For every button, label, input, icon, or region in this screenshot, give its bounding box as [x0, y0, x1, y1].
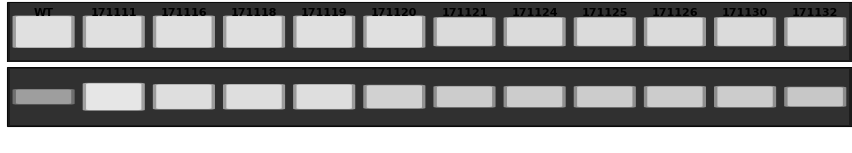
FancyBboxPatch shape	[293, 84, 355, 110]
Text: 171118: 171118	[231, 8, 277, 18]
FancyBboxPatch shape	[717, 87, 773, 107]
FancyBboxPatch shape	[227, 85, 282, 109]
FancyBboxPatch shape	[648, 18, 703, 46]
FancyBboxPatch shape	[787, 87, 843, 106]
FancyBboxPatch shape	[13, 15, 75, 48]
FancyBboxPatch shape	[437, 18, 492, 46]
FancyBboxPatch shape	[296, 16, 352, 47]
FancyBboxPatch shape	[644, 17, 706, 47]
FancyBboxPatch shape	[223, 15, 285, 48]
Text: 171111: 171111	[90, 8, 137, 18]
FancyBboxPatch shape	[437, 87, 492, 107]
FancyBboxPatch shape	[714, 86, 776, 108]
FancyBboxPatch shape	[507, 18, 562, 46]
FancyBboxPatch shape	[507, 87, 562, 107]
FancyBboxPatch shape	[784, 87, 846, 107]
FancyBboxPatch shape	[644, 86, 706, 108]
FancyBboxPatch shape	[434, 86, 496, 108]
FancyBboxPatch shape	[366, 85, 422, 108]
Text: 171124: 171124	[511, 8, 558, 18]
FancyBboxPatch shape	[83, 83, 145, 111]
Text: 171126: 171126	[652, 8, 699, 18]
Bar	[7, 2, 852, 62]
Bar	[7, 67, 852, 126]
Text: 171130: 171130	[722, 8, 769, 18]
FancyBboxPatch shape	[153, 15, 215, 48]
Bar	[0, 62, 852, 67]
FancyBboxPatch shape	[293, 15, 355, 48]
FancyBboxPatch shape	[363, 85, 425, 109]
Text: 171121: 171121	[441, 8, 487, 18]
FancyBboxPatch shape	[573, 17, 636, 47]
FancyBboxPatch shape	[227, 16, 282, 47]
FancyBboxPatch shape	[366, 16, 422, 47]
Text: 171132: 171132	[792, 8, 838, 18]
FancyBboxPatch shape	[223, 84, 285, 110]
FancyBboxPatch shape	[86, 84, 141, 110]
Text: 171116: 171116	[160, 8, 207, 18]
Bar	[10, 69, 849, 125]
FancyBboxPatch shape	[714, 17, 776, 47]
FancyBboxPatch shape	[13, 89, 75, 105]
Text: 171120: 171120	[371, 8, 417, 18]
Text: 171125: 171125	[582, 8, 628, 18]
FancyBboxPatch shape	[156, 16, 211, 47]
FancyBboxPatch shape	[717, 18, 773, 46]
FancyBboxPatch shape	[83, 15, 145, 48]
Text: WT: WT	[33, 8, 54, 18]
FancyBboxPatch shape	[577, 87, 632, 107]
FancyBboxPatch shape	[787, 18, 843, 46]
FancyBboxPatch shape	[156, 85, 211, 109]
FancyBboxPatch shape	[153, 84, 215, 110]
FancyBboxPatch shape	[434, 17, 496, 47]
FancyBboxPatch shape	[296, 85, 352, 109]
FancyBboxPatch shape	[16, 90, 72, 104]
FancyBboxPatch shape	[16, 16, 72, 47]
Bar	[10, 3, 849, 60]
Text: 171119: 171119	[301, 8, 348, 18]
FancyBboxPatch shape	[577, 18, 632, 46]
FancyBboxPatch shape	[504, 17, 566, 47]
FancyBboxPatch shape	[363, 15, 425, 48]
FancyBboxPatch shape	[648, 87, 703, 107]
FancyBboxPatch shape	[784, 17, 846, 47]
FancyBboxPatch shape	[573, 86, 636, 108]
FancyBboxPatch shape	[504, 86, 566, 108]
FancyBboxPatch shape	[86, 16, 141, 47]
